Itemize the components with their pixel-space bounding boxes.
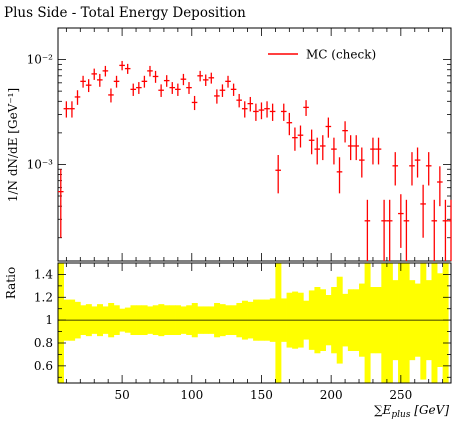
ratio-band-bin [386, 263, 393, 383]
ratio-band-bin [442, 263, 449, 383]
ratio-band-bin [275, 263, 282, 383]
main-plot-frame [57, 27, 452, 262]
mc-check-points [58, 60, 452, 261]
ratio-uncertainty-band [58, 263, 449, 383]
ratio-y-tick-label: 0.6 [34, 359, 53, 373]
x-axis-label: ∑Eplus [GeV] [374, 403, 449, 420]
legend: MC (check) [268, 48, 376, 62]
ratio-band-bin [364, 263, 371, 383]
main-y-tick-label: 10⁻³ [27, 157, 54, 171]
ratio-band-bin [381, 263, 388, 383]
ratio-band-bin [58, 263, 64, 383]
ratio-y-axis: 0.6 0.8 1 1.2 1.4 [34, 267, 451, 378]
x-tick-label: 50 [114, 388, 129, 402]
legend-label-mc-check: MC (check) [306, 48, 376, 62]
ratio-x-axis: 50 100 150 200 250 [65, 263, 444, 402]
main-y-axis: 10⁻² 10⁻³ [27, 27, 451, 261]
x-tick-label: 100 [180, 388, 203, 402]
ratio-plot-panel: 0.6 0.8 1 1.2 1.4 50 100 150 200 250 Ratio ∑Eplu… [4, 262, 452, 420]
ratio-band-bin [431, 263, 438, 383]
x-tick-label: 200 [320, 388, 343, 402]
main-y-tick-label: 10⁻² [27, 53, 54, 67]
x-tick-label: 150 [250, 388, 273, 402]
main-y-axis-label: 1/N dN/dE [GeV⁻¹] [6, 88, 20, 202]
ratio-y-axis-label: Ratio [4, 267, 18, 299]
ratio-plot-frame [57, 262, 452, 384]
ratio-band-bin [420, 263, 427, 380]
main-plot-panel: 10⁻² 10⁻³ MC (check) 1/N dN/dE [GeV⁻¹] [6, 27, 452, 262]
ratio-y-tick-label: 1.2 [34, 290, 53, 304]
ratio-y-tick-label: 1 [45, 313, 53, 327]
ratio-band-bin [398, 263, 405, 383]
x-tick-label: 250 [389, 388, 412, 402]
ratio-band-bin [403, 263, 410, 383]
ratio-y-tick-label: 0.8 [34, 336, 53, 350]
chart-title: Plus Side - Total Energy Deposition [4, 5, 246, 21]
ratio-y-tick-label: 1.4 [34, 267, 53, 281]
